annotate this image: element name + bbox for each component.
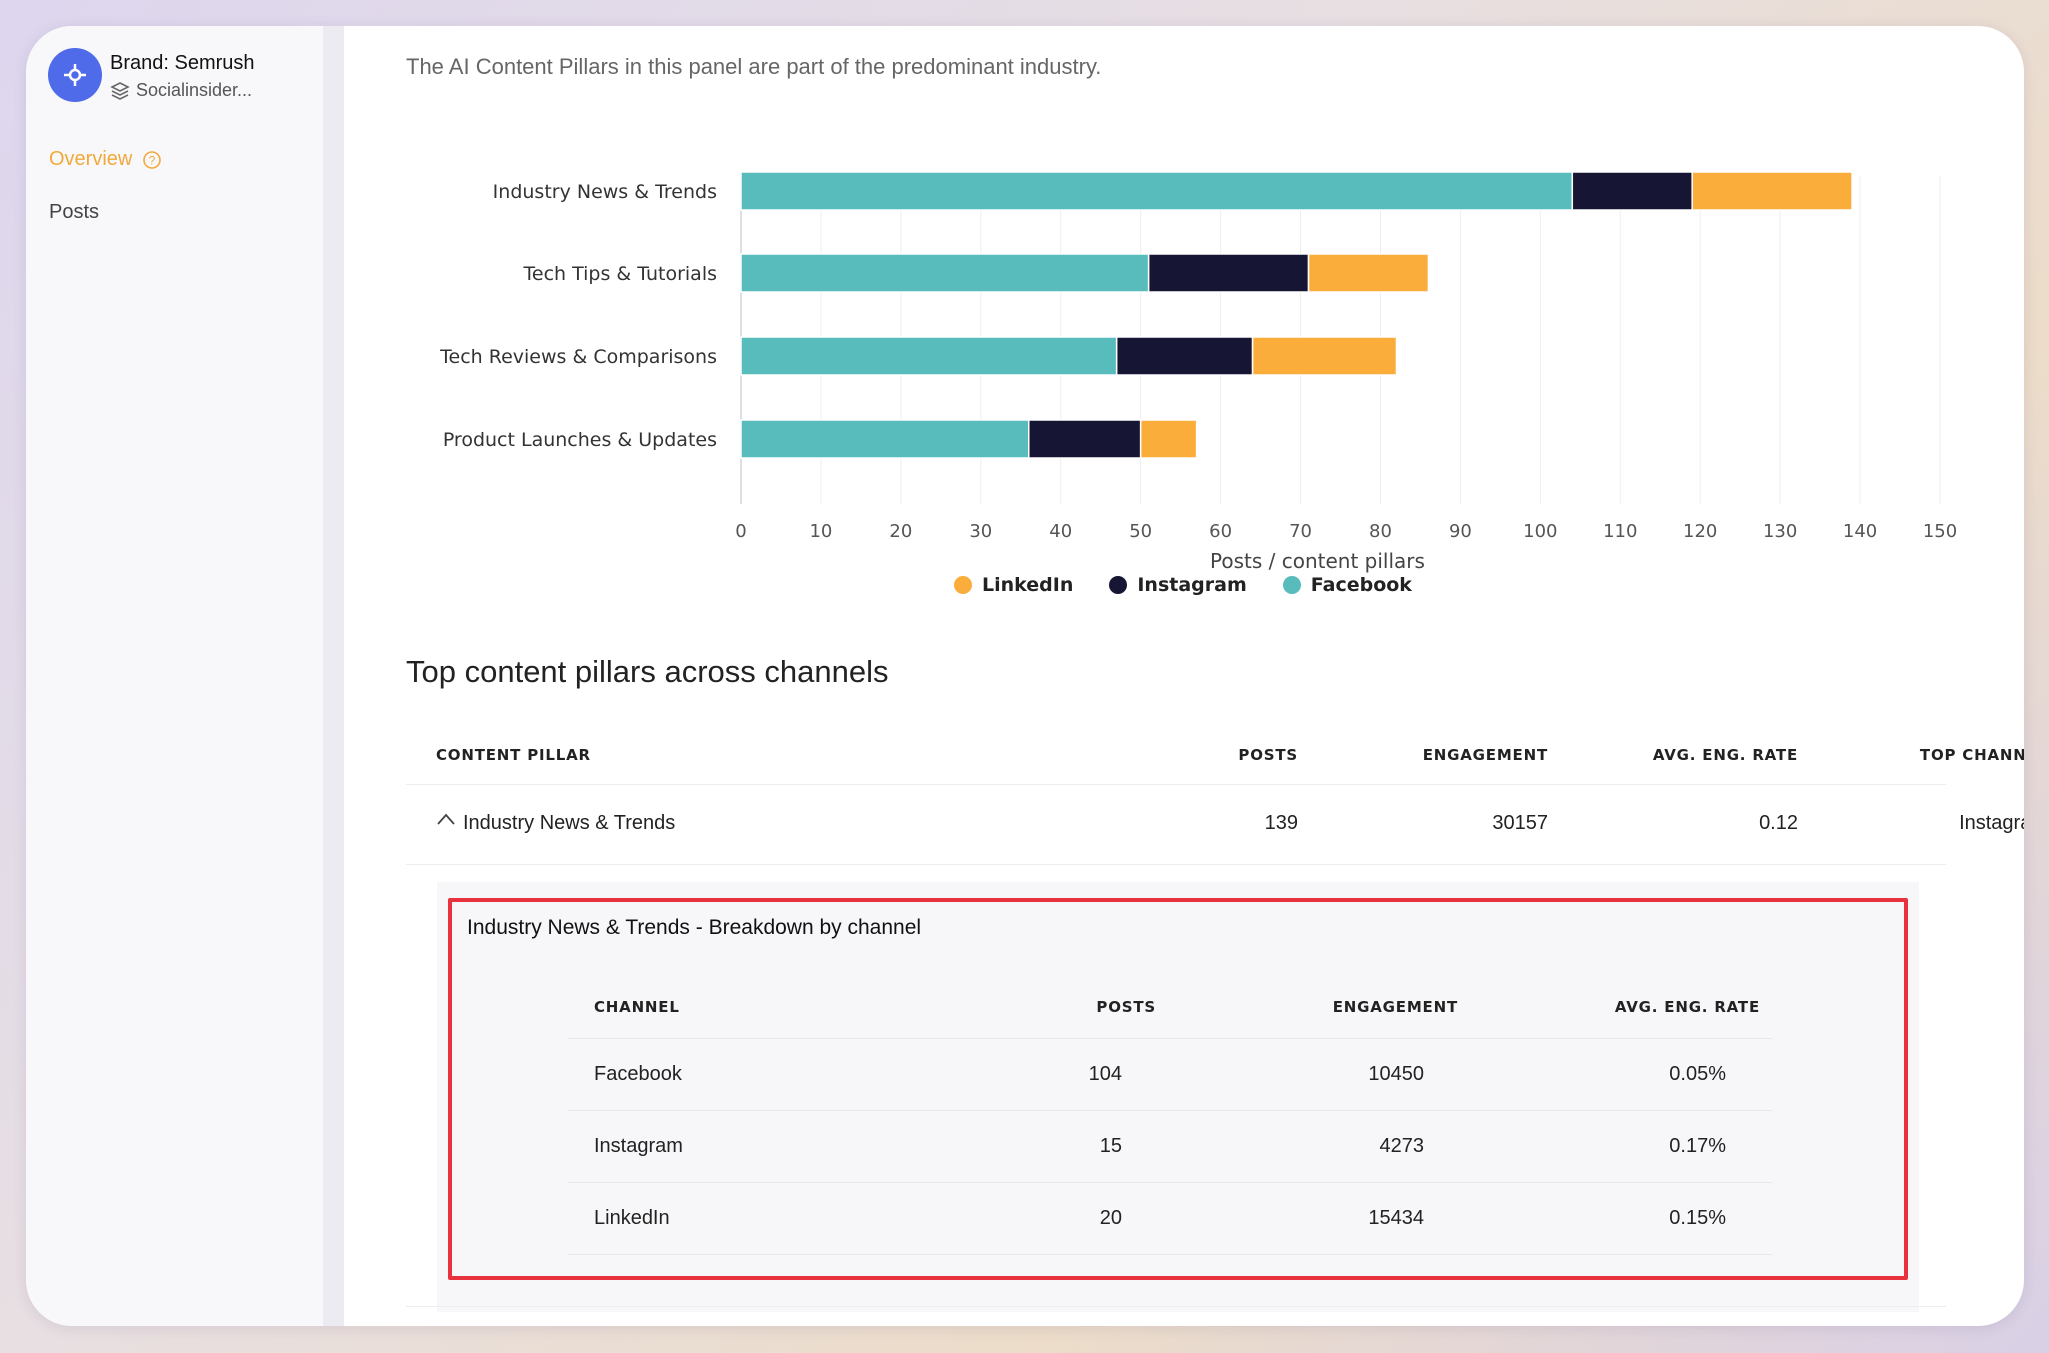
x-tick-label: 70 (1289, 521, 1312, 542)
y-category-label: Tech Reviews & Comparisons (439, 346, 717, 368)
row-rate: 0.12 (1759, 812, 1798, 834)
x-tick-label: 40 (1049, 521, 1072, 542)
breakdown-rate: 0.17% (1669, 1135, 1726, 1157)
row-posts: 139 (1264, 812, 1298, 834)
row-top-channel: Instagram (1959, 812, 2024, 834)
crosshair-icon (64, 64, 86, 86)
x-tick-label: 150 (1923, 521, 1957, 542)
chevron-up-icon[interactable] (436, 810, 456, 831)
column-header-rate[interactable]: AVG. ENG. RATE (1652, 746, 1798, 764)
nav-item-overview[interactable]: Overview ? (49, 148, 162, 171)
x-tick-label: 120 (1683, 521, 1717, 542)
breakdown-header-rate[interactable]: AVG. ENG. RATE (1614, 998, 1760, 1016)
x-tick-label: 80 (1369, 521, 1392, 542)
section-title: Top content pillars across channels (406, 654, 889, 689)
bar-linkedin (1307, 253, 1430, 293)
table-row[interactable]: Industry News & Trends 139 30157 0.12 In… (406, 784, 2024, 865)
breakdown-engagement: 10450 (1368, 1063, 1424, 1085)
breakdown-posts: 15 (1099, 1135, 1122, 1157)
brand-name: Brand: Semrush (110, 52, 255, 74)
breakdown-posts: 20 (1099, 1207, 1122, 1229)
x-tick-label: 110 (1603, 521, 1637, 542)
x-tick-label: 90 (1449, 521, 1472, 542)
legend-label-facebook: Facebook (1310, 574, 1412, 596)
column-header-engagement[interactable]: ENGAGEMENT (1422, 746, 1548, 764)
table-header: CONTENT PILLAR POSTS ENGAGEMENT AVG. ENG… (406, 726, 2024, 785)
breakdown-rate: 0.05% (1669, 1063, 1726, 1085)
breakdown-posts: 104 (1088, 1063, 1122, 1085)
x-axis-title: Posts / content pillars (1210, 549, 1425, 573)
y-category-label: Tech Tips & Tutorials (523, 263, 718, 285)
svg-text:?: ? (149, 153, 156, 167)
breakdown-channel: Instagram (594, 1135, 683, 1157)
table-bottom-border (406, 1306, 1946, 1307)
main-panel: The AI Content Pillars in this panel are… (344, 26, 2024, 1326)
x-tick-label: 100 (1523, 521, 1557, 542)
bar-facebook (740, 336, 1118, 376)
breakdown-header-channel[interactable]: CHANNEL (594, 998, 680, 1016)
breakdown-row: LinkedIn 20 15434 0.15% (568, 1182, 1772, 1255)
x-tick-label: 50 (1129, 521, 1152, 542)
column-header-top-channel[interactable]: TOP CHANNEL (1919, 746, 2024, 764)
breakdown-engagement: 4273 (1379, 1135, 1425, 1157)
legend-dot-instagram (1109, 576, 1128, 594)
breakdown-panel (437, 882, 1919, 1312)
x-tick-label: 0 (735, 521, 746, 542)
breakdown-row: Instagram 15 4273 0.17% (568, 1110, 1772, 1182)
legend-label-instagram: Instagram (1137, 574, 1247, 596)
workspace-name: Socialinsider... (136, 80, 253, 100)
bar-facebook (740, 419, 1030, 459)
legend-item-instagram[interactable]: Instagram (1109, 574, 1247, 596)
x-tick-label: 60 (1209, 521, 1232, 542)
layers-icon (110, 81, 130, 100)
help-icon[interactable]: ? (142, 150, 162, 170)
legend-item-facebook[interactable]: Facebook (1282, 574, 1412, 596)
breakdown-header-engagement[interactable]: ENGAGEMENT (1332, 998, 1458, 1016)
bar-instagram (1028, 419, 1142, 459)
y-category-label: Industry News & Trends (493, 181, 717, 203)
breakdown-channel: LinkedIn (594, 1207, 670, 1229)
chart-legend: LinkedIn Instagram Facebook (954, 574, 1412, 596)
x-tick-label: 130 (1763, 521, 1797, 542)
breakdown-title: Industry News & Trends - Breakdown by ch… (467, 916, 922, 939)
breakdown-row: Facebook 104 10450 0.05% (568, 1038, 1772, 1110)
legend-dot-facebook (1282, 576, 1301, 594)
bar-instagram (1571, 171, 1693, 211)
bar-facebook (740, 253, 1150, 293)
legend-label-linkedin: LinkedIn (982, 574, 1074, 596)
bar-facebook (740, 171, 1574, 211)
brand-workspace[interactable]: Socialinsider... (110, 80, 252, 101)
x-tick-label: 30 (969, 521, 992, 542)
row-engagement: 30157 (1492, 812, 1548, 834)
row-pillar: Industry News & Trends (463, 812, 676, 834)
x-tick-label: 140 (1843, 521, 1877, 542)
x-tick-label: 10 (809, 521, 832, 542)
app-window: Brand: Semrush Socialinsider... Overview… (26, 26, 2024, 1326)
column-header-pillar[interactable]: CONTENT PILLAR (436, 746, 591, 764)
bar-instagram (1147, 253, 1310, 293)
breakdown-rate: 0.15% (1669, 1207, 1726, 1229)
nav-item-overview-label: Overview (49, 148, 133, 170)
bar-linkedin (1251, 336, 1398, 376)
content-pillars-chart: 0 10 20 30 40 50 60 70 80 90 100 110 120 130 140 150 Ind… (439, 171, 1957, 573)
bar-linkedin (1139, 419, 1198, 459)
breakdown-header-posts[interactable]: POSTS (1096, 998, 1156, 1016)
bar-instagram (1115, 336, 1254, 376)
y-category-label: Product Launches & Updates (443, 429, 717, 451)
nav-item-posts[interactable]: Posts (49, 201, 100, 223)
x-tick-label: 20 (889, 521, 912, 542)
breakdown-engagement: 15434 (1368, 1207, 1424, 1229)
sidebar: Brand: Semrush Socialinsider... Overview… (26, 26, 323, 1326)
column-header-posts[interactable]: POSTS (1238, 746, 1298, 764)
breakdown-channel: Facebook (594, 1063, 682, 1085)
highlight-box (448, 898, 1908, 1280)
legend-item-linkedin[interactable]: LinkedIn (954, 574, 1073, 596)
panel-description: The AI Content Pillars in this panel are… (406, 54, 1102, 79)
brand-logo[interactable] (48, 48, 102, 102)
legend-dot-linkedin (954, 576, 972, 594)
sidebar-divider (323, 26, 344, 1326)
bar-linkedin (1691, 171, 1853, 211)
